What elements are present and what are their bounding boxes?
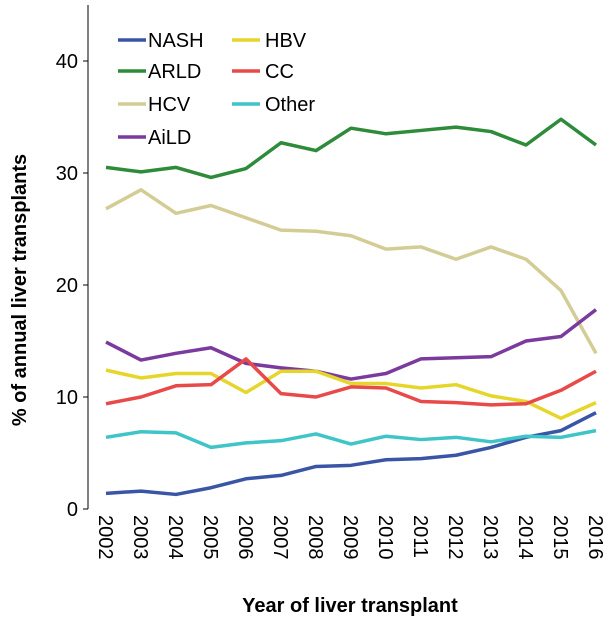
y-tick-label: 30	[56, 163, 78, 185]
x-tick-label: 2006	[234, 515, 256, 560]
legend-label: AiLD	[148, 127, 191, 149]
x-tick-label: 2016	[584, 515, 606, 560]
series-line	[105, 368, 597, 421]
x-tick-label: 2002	[94, 515, 116, 560]
y-tick-label: 10	[56, 387, 78, 409]
series-line	[105, 357, 597, 407]
legend-label: HCV	[148, 94, 191, 116]
x-tick-label: 2007	[269, 515, 291, 560]
x-tick-label: 2011	[409, 515, 431, 558]
x-tick-label: 2013	[479, 515, 501, 560]
x-tick-label: 2003	[129, 515, 151, 560]
series-line	[105, 117, 598, 180]
series-line	[105, 411, 597, 497]
x-tick-label: 2004	[164, 515, 186, 560]
y-tick-label: 20	[56, 275, 78, 297]
x-tick-label: 2014	[514, 515, 536, 560]
x-tick-label: 2009	[339, 515, 361, 560]
x-axis-title: Year of liver transplant	[242, 595, 458, 617]
x-tick-label: 2012	[444, 515, 466, 560]
legend-label: CC	[265, 61, 294, 83]
series-line	[105, 428, 597, 450]
y-tick-label: 40	[56, 51, 78, 73]
legend-label: ARLD	[148, 61, 201, 83]
legend-label: HBV	[265, 30, 307, 52]
x-tick-label: 2005	[199, 515, 221, 560]
legend-label: NASH	[148, 30, 204, 52]
y-axis-title: % of annual liver transplants	[9, 154, 31, 426]
x-tick-label: 2015	[549, 515, 571, 560]
legend-label: Other	[265, 94, 315, 116]
series-line	[105, 188, 598, 355]
series-line	[105, 308, 598, 381]
y-tick-label: 0	[67, 499, 78, 521]
x-tick-label: 2010	[374, 515, 396, 560]
x-tick-label: 2008	[304, 515, 326, 560]
